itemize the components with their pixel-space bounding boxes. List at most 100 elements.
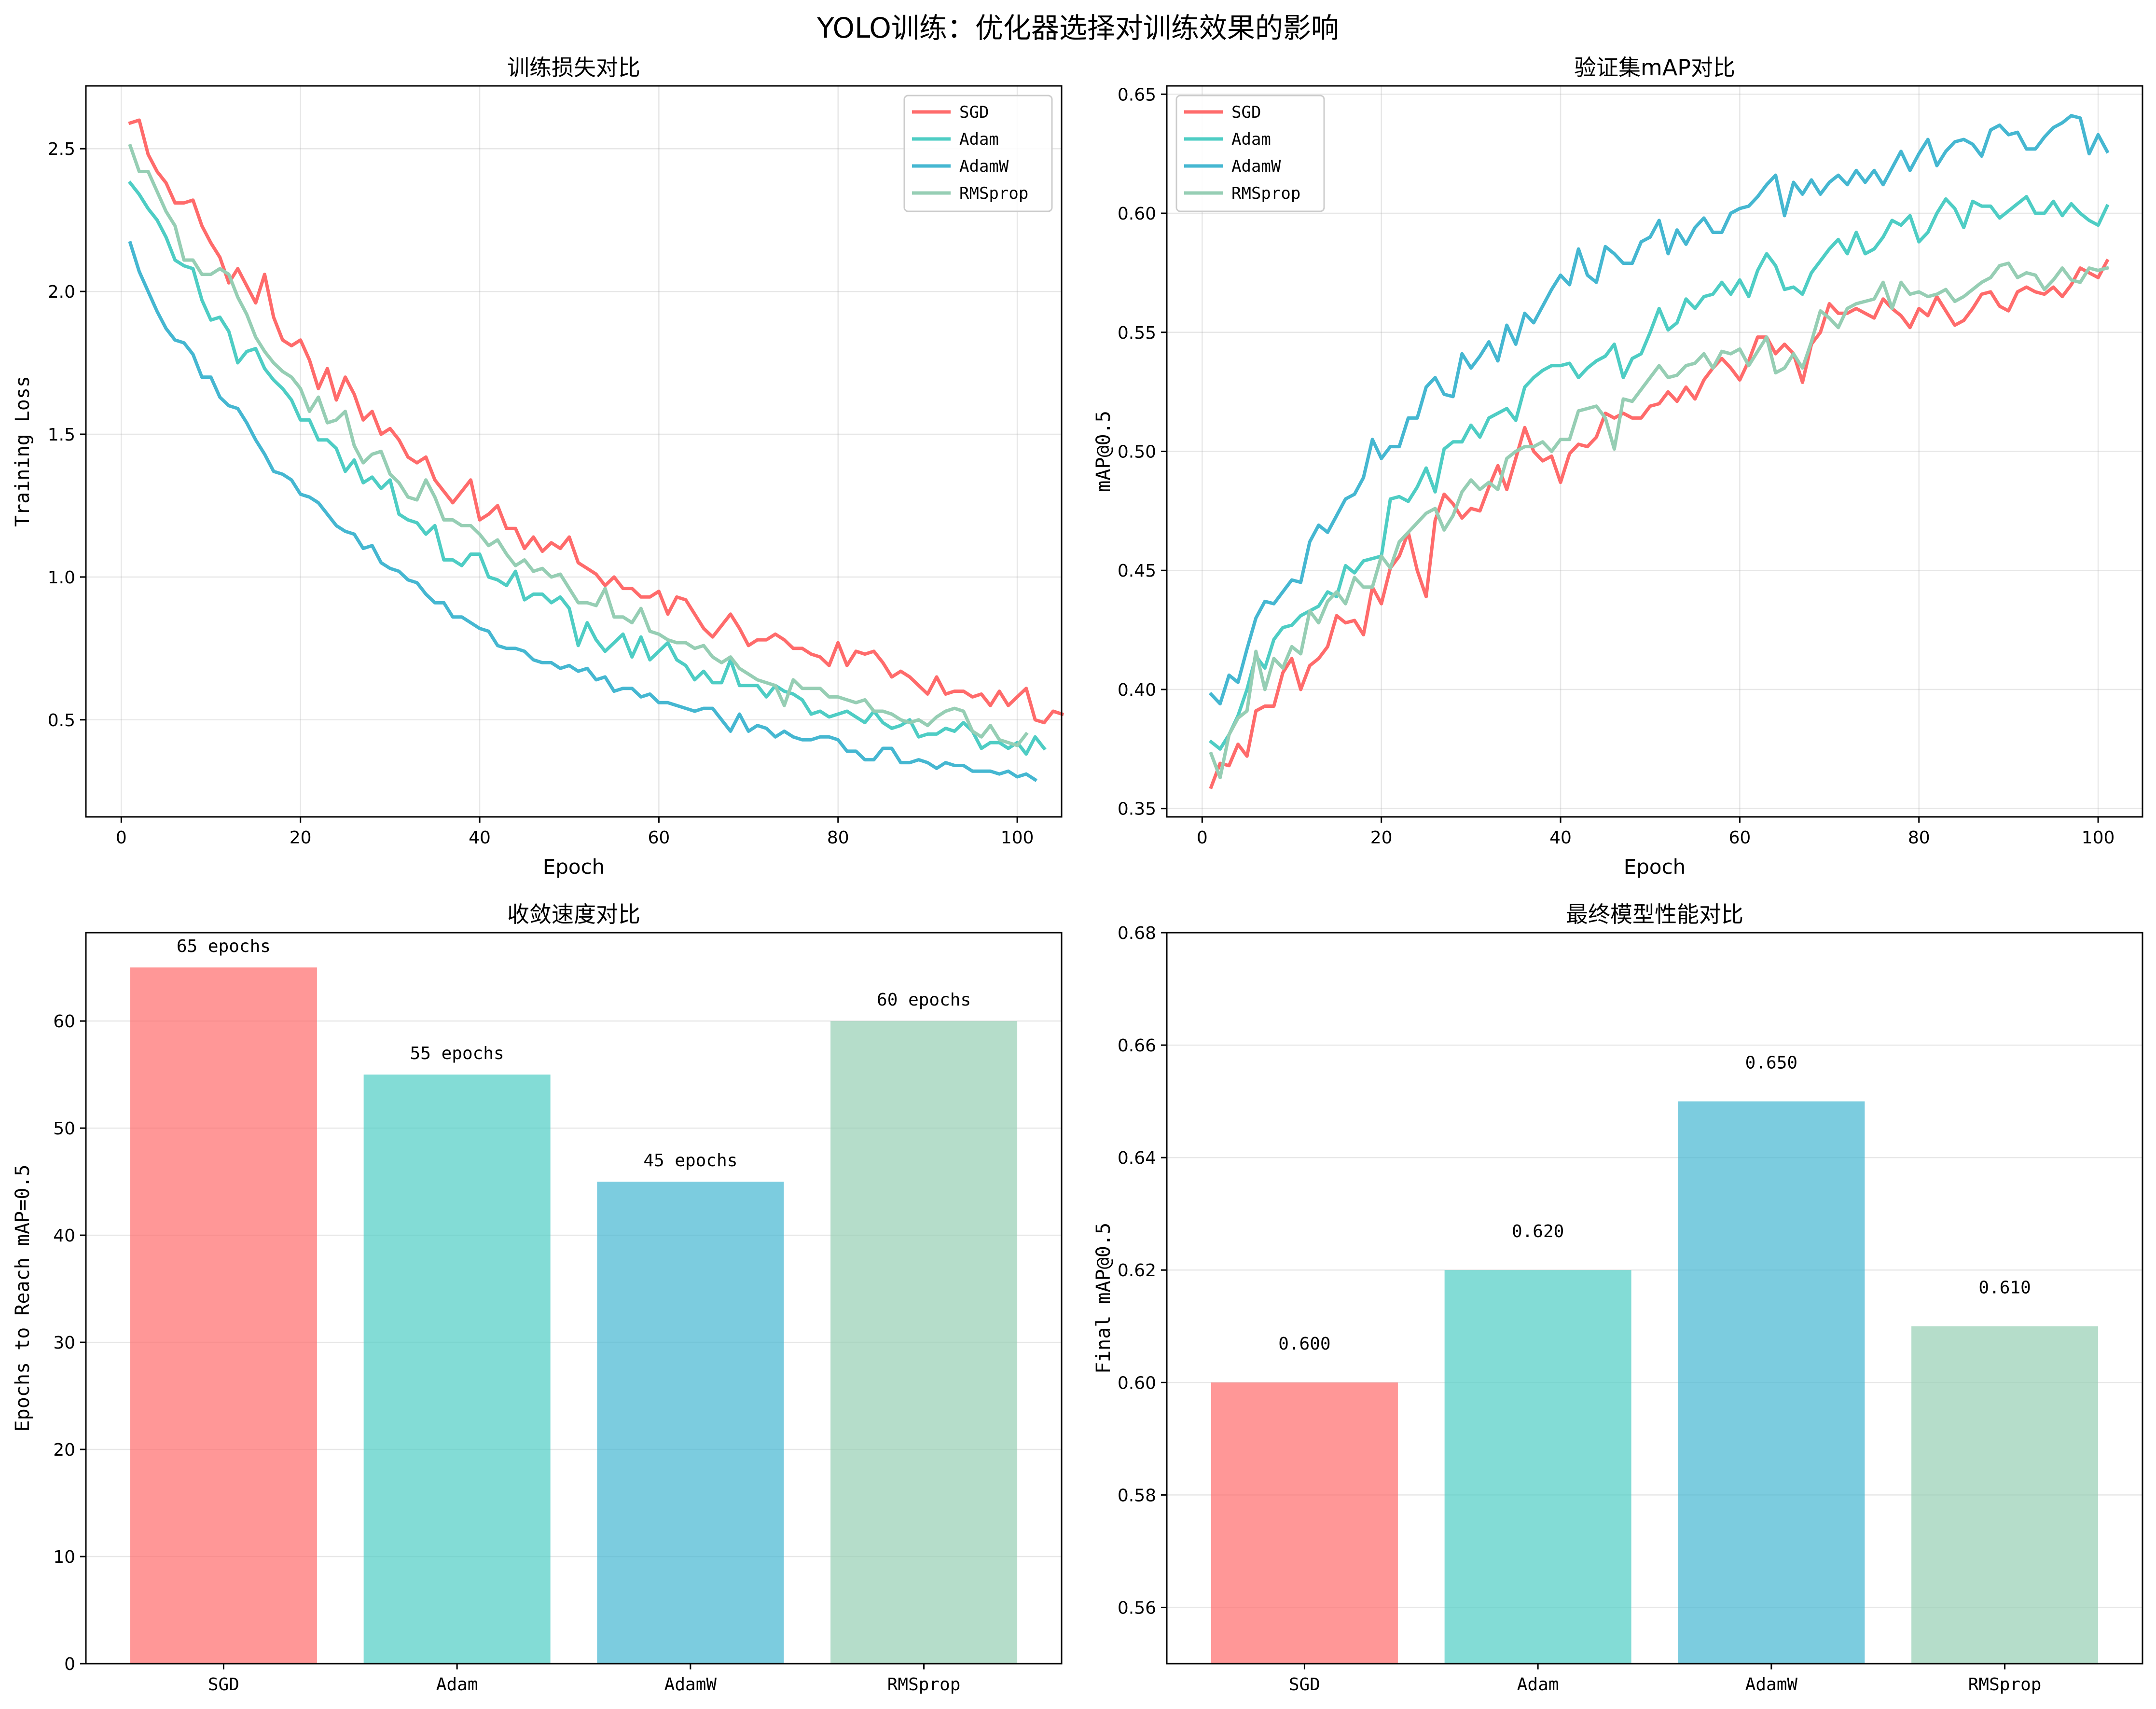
y-tick-label: 2.5 — [48, 139, 75, 159]
y-tick-label: 0.45 — [1118, 561, 1156, 581]
y-tick-label: 0.40 — [1118, 680, 1156, 700]
bar-sgd — [1211, 1382, 1398, 1664]
legend: SGD Adam AdamW RMSprop — [903, 95, 1053, 212]
legend-label: SGD — [959, 103, 989, 122]
y-tick-label: 0.56 — [1118, 1598, 1156, 1618]
x-tick-label: 0 — [116, 828, 127, 848]
y-tick-label: 0.60 — [1118, 1373, 1156, 1393]
chart-title: 训练损失对比 — [507, 55, 640, 81]
y-tick-label: 0.64 — [1118, 1148, 1156, 1168]
chart-panels: 0.51.01.52.02.50 20 40 60 80 100训练损失对比EpochTr… — [12, 55, 2143, 1695]
x-tick-label: SGD — [208, 1675, 239, 1695]
bar-value-label: 45 epochs — [643, 1151, 737, 1171]
x-tick-label: 80 — [827, 828, 849, 848]
y-axis-label: Epochs to Reach mAP=0.5 — [12, 1165, 34, 1432]
x-tick-label: AdamW — [1745, 1675, 1798, 1695]
x-axis-label: Epoch — [543, 855, 605, 879]
series-line-rmsprop — [128, 143, 1029, 747]
y-tick-label: 0.62 — [1118, 1261, 1156, 1281]
y-tick-label: 1.5 — [48, 425, 75, 445]
x-tick-label: Adam — [436, 1675, 478, 1695]
x-tick-label: AdamW — [664, 1675, 717, 1695]
legend: SGD Adam AdamW RMSprop — [1175, 95, 1325, 212]
bar-adam — [1444, 1270, 1631, 1664]
y-tick-label: 0.50 — [1118, 442, 1156, 462]
y-tick-label: 0.58 — [1118, 1486, 1156, 1505]
y-tick-label: 0.66 — [1118, 1036, 1156, 1056]
x-tick-label: 60 — [1728, 828, 1751, 848]
y-tick-label: 0.35 — [1118, 799, 1156, 819]
chart-3: 65 epochs 55 epochs 45 epochs 60 epochs 0 10 2… — [12, 901, 1063, 1695]
y-tick-label: 40 — [53, 1226, 75, 1246]
x-tick-label: 80 — [1908, 828, 1930, 848]
legend-label: RMSprop — [959, 184, 1028, 203]
legend-box — [1175, 95, 1325, 212]
y-tick-label: 30 — [53, 1333, 75, 1353]
x-tick-label: SGD — [1289, 1675, 1320, 1695]
y-axis-label: Final mAP@0.5 — [1092, 1223, 1115, 1374]
legend-label: SGD — [1231, 103, 1261, 122]
x-tick-label: Adam — [1517, 1675, 1559, 1695]
y-tick-label: 20 — [53, 1440, 75, 1460]
bar-adamw — [1678, 1101, 1865, 1664]
bar-sgd — [130, 967, 317, 1664]
chart-title: 验证集mAP对比 — [1574, 55, 1735, 81]
legend-box — [903, 95, 1053, 212]
series-line-sgd — [128, 118, 1064, 725]
y-tick-label: 0.65 — [1118, 85, 1156, 105]
axes-frame — [85, 932, 1063, 1665]
bar-adamw — [597, 1182, 784, 1664]
legend-label: AdamW — [1231, 157, 1281, 176]
y-tick-label: 50 — [53, 1119, 75, 1139]
bar-rmsprop — [1911, 1326, 2099, 1664]
axes-frame — [85, 85, 1063, 818]
bar-value-label: 60 epochs — [877, 990, 971, 1010]
series-line-rmsprop — [1209, 262, 2109, 780]
x-tick-label: RMSprop — [887, 1675, 961, 1695]
series-line-adamw — [1208, 114, 2110, 706]
y-tick-label: 0 — [64, 1654, 75, 1674]
y-tick-label: 10 — [53, 1547, 75, 1567]
chart-title: 最终模型性能对比 — [1566, 901, 1743, 927]
bar-value-label: 0.600 — [1278, 1334, 1330, 1354]
legend-label: Adam — [1231, 130, 1271, 149]
axes-frame — [1166, 932, 2143, 1665]
legend-label: RMSprop — [1231, 184, 1300, 203]
x-axis-label: Epoch — [1624, 855, 1686, 879]
y-tick-label: 60 — [53, 1012, 75, 1032]
y-axis-label: Training Loss — [12, 376, 34, 527]
y-axis-label: mAP@0.5 — [1092, 411, 1115, 492]
x-tick-label: 40 — [1549, 828, 1572, 848]
x-tick-label: 60 — [648, 828, 670, 848]
x-tick-label: 20 — [1370, 828, 1393, 848]
bar-value-label: 55 epochs — [410, 1044, 504, 1063]
figure-title: YOLO训练：优化器选择对训练效果的影响 — [816, 12, 1339, 44]
bar-value-label: 65 epochs — [177, 937, 271, 956]
series-line-adam — [127, 180, 1047, 756]
x-tick-label: 20 — [290, 828, 312, 848]
y-tick-label: 0.55 — [1118, 323, 1156, 343]
x-tick-label: 100 — [1001, 828, 1034, 848]
bar-value-label: 0.610 — [1978, 1278, 2031, 1298]
series-line-sgd — [1209, 258, 2110, 789]
y-tick-label: 0.5 — [48, 711, 75, 730]
bar-value-label: 0.650 — [1745, 1053, 1797, 1073]
x-tick-label: RMSprop — [1968, 1675, 2042, 1695]
chart-2: 0.35 0.40 0.45 0.50 0.55 0.60 0.65 0 20 40 60 80 100… — [1092, 55, 2143, 879]
bar-adam — [363, 1075, 551, 1664]
bar-rmsprop — [830, 1021, 1018, 1664]
series-line-adam — [1208, 195, 2110, 751]
legend-label: Adam — [959, 130, 999, 149]
series-line-adamw — [128, 241, 1038, 782]
y-tick-label: 0.68 — [1118, 923, 1156, 943]
x-tick-label: 40 — [469, 828, 491, 848]
bar-value-label: 0.620 — [1512, 1222, 1564, 1241]
y-tick-label: 0.60 — [1118, 204, 1156, 224]
x-tick-label: 100 — [2082, 828, 2115, 848]
x-tick-label: 0 — [1197, 828, 1208, 848]
chart-1: 0.5 1.0 1.5 2.0 2.5 0 20 40 60 80 100 训练损失对比 Epoch Tr… — [12, 55, 1064, 879]
chart-4: 0.600 0.620 0.650 0.610 0.56 0.58 0.60 0.62 0.64… — [1092, 901, 2143, 1695]
y-tick-label: 2.0 — [48, 282, 75, 302]
legend-label: AdamW — [959, 157, 1009, 176]
